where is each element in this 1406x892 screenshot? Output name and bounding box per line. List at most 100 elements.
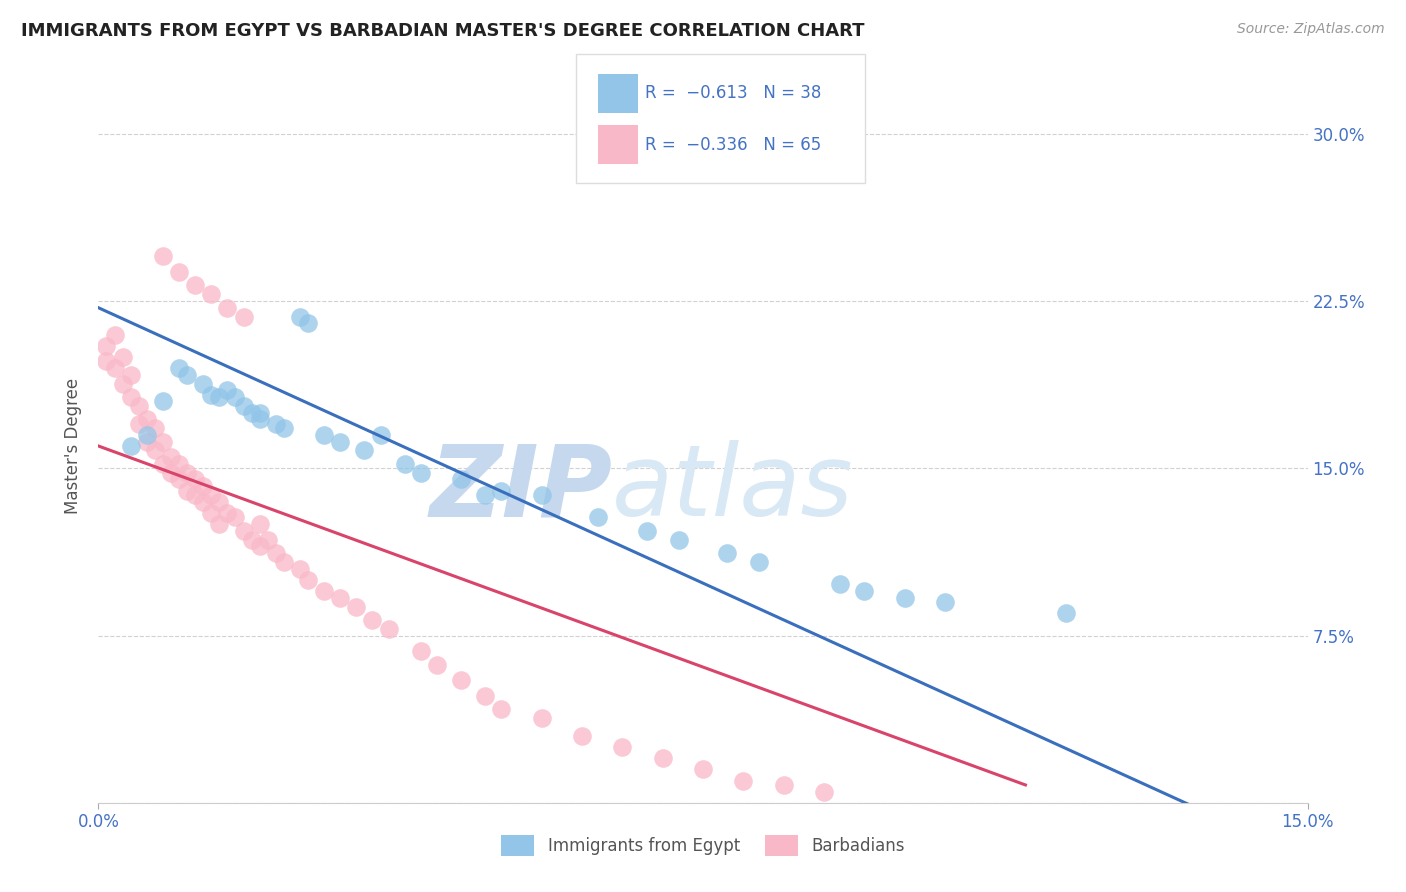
Point [143, 443, 166, 458]
Point [96, 338, 118, 352]
Point [200, 506, 222, 520]
Point [176, 368, 198, 382]
Text: atlas: atlas [613, 441, 853, 537]
Point [297, 316, 319, 330]
Point [193, 479, 215, 493]
Text: Source: ZipAtlas.com: Source: ZipAtlas.com [1237, 22, 1385, 37]
Point [176, 483, 198, 498]
Point [394, 457, 416, 471]
Point [193, 376, 215, 391]
Point [256, 533, 278, 547]
Point [491, 702, 513, 716]
Point [370, 427, 392, 442]
Y-axis label: Master's Degree: Master's Degree [65, 378, 83, 514]
Point [200, 488, 222, 502]
Point [264, 546, 287, 560]
Point [377, 622, 399, 636]
Point [208, 516, 231, 531]
Point [273, 421, 295, 435]
Point [314, 427, 336, 442]
Point [240, 405, 263, 419]
Point [409, 466, 432, 480]
Point [167, 360, 190, 375]
Point [120, 390, 142, 404]
Point [288, 562, 311, 576]
Point [240, 533, 263, 547]
Point [329, 434, 352, 449]
Point [208, 494, 231, 508]
Point [120, 368, 142, 382]
Point [934, 595, 956, 609]
Point [491, 483, 513, 498]
Text: R =  −0.613   N = 38: R = −0.613 N = 38 [645, 84, 821, 102]
Point [612, 740, 634, 755]
Point [176, 466, 198, 480]
Point [344, 599, 367, 614]
Point [232, 399, 254, 413]
Point [103, 360, 125, 375]
Point [571, 729, 593, 743]
Point [184, 278, 207, 293]
Legend: Immigrants from Egypt, Barbadians: Immigrants from Egypt, Barbadians [495, 829, 911, 863]
Point [143, 421, 166, 435]
Point [200, 287, 222, 301]
Point [733, 773, 755, 788]
Point [297, 573, 319, 587]
Point [103, 327, 125, 342]
Point [273, 555, 295, 569]
Text: ZIP: ZIP [429, 441, 613, 537]
Point [135, 427, 157, 442]
Point [716, 546, 738, 560]
Point [772, 778, 794, 792]
Point [314, 583, 336, 598]
Point [167, 265, 190, 279]
Point [409, 644, 432, 658]
Point [152, 457, 174, 471]
Point [353, 443, 375, 458]
Point [96, 354, 118, 368]
Point [135, 434, 157, 449]
Point [586, 510, 609, 524]
Point [249, 516, 271, 531]
Point [232, 524, 254, 538]
Point [208, 390, 231, 404]
Point [692, 762, 714, 776]
Point [288, 310, 311, 324]
Point [474, 488, 496, 502]
Point [167, 473, 190, 487]
Point [135, 412, 157, 426]
Point [193, 494, 215, 508]
Point [217, 506, 239, 520]
Point [329, 591, 352, 605]
Point [426, 657, 449, 672]
Point [128, 399, 150, 413]
Point [530, 711, 553, 725]
Point [217, 384, 239, 398]
Point [853, 583, 876, 598]
Point [249, 539, 271, 553]
Point [120, 439, 142, 453]
Point [160, 466, 183, 480]
Text: R =  −0.336   N = 65: R = −0.336 N = 65 [645, 136, 821, 153]
Point [530, 488, 553, 502]
Point [224, 510, 246, 524]
Point [264, 417, 287, 431]
Point [184, 473, 207, 487]
Point [636, 524, 658, 538]
Point [232, 310, 254, 324]
Point [249, 412, 271, 426]
Point [111, 376, 134, 391]
Point [813, 785, 835, 799]
Point [474, 689, 496, 703]
Point [224, 390, 246, 404]
Text: IMMIGRANTS FROM EGYPT VS BARBADIAN MASTER'S DEGREE CORRELATION CHART: IMMIGRANTS FROM EGYPT VS BARBADIAN MASTE… [21, 22, 865, 40]
Point [1054, 607, 1077, 621]
Point [217, 301, 239, 315]
Point [152, 249, 174, 264]
Point [361, 613, 384, 627]
Point [184, 488, 207, 502]
Point [152, 394, 174, 409]
Point [651, 751, 673, 765]
Point [160, 450, 183, 464]
Point [893, 591, 915, 605]
